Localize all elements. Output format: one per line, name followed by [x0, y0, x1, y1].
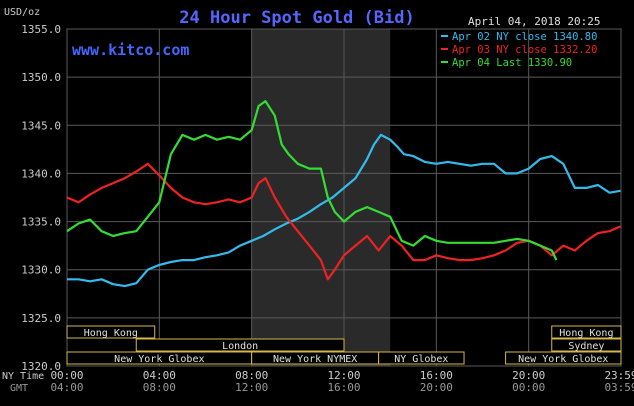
legend-entry: Apr 03 NY close 1332.20 [452, 44, 597, 56]
x-tick-label-gmt: 08:00 [143, 381, 176, 394]
y-tick-label: 1335.0 [21, 216, 61, 229]
x-tick-label-ny: 00:00 [50, 369, 83, 382]
legend-entry: Apr 04 Last 1330.90 [452, 57, 572, 69]
x-tick-label-ny: 12:00 [327, 369, 360, 382]
x-tick-label-ny: 04:00 [143, 369, 176, 382]
website-label: www.kitco.com [72, 41, 189, 59]
series-line [66, 100, 558, 261]
session-label: Hong Kong [559, 328, 613, 339]
x-tick-label-gmt: 20:00 [420, 381, 453, 394]
session-label: New York Globex [114, 354, 204, 365]
session-box [551, 325, 622, 339]
y-tick-label: 1350.0 [21, 71, 61, 84]
session-box [505, 351, 622, 365]
x-tick-label-gmt: 12:00 [235, 381, 268, 394]
session-box [551, 338, 622, 352]
datetime-label: April 04, 2018 20:25 [468, 15, 600, 28]
session-box [378, 351, 465, 365]
y-tick-label: 1345.0 [21, 119, 61, 132]
y-axis-label: USD/oz [4, 7, 40, 18]
x-tick-label-gmt: 04:00 [50, 381, 83, 394]
shaded-region [251, 29, 391, 366]
x-row-label-ny: NY Time [2, 371, 44, 382]
x-tick-label-ny: 08:00 [235, 369, 268, 382]
session-label: London [222, 341, 258, 352]
session-box [135, 338, 345, 352]
x-tick-label-ny: 23:59 [604, 369, 634, 382]
y-tick-label: 1330.0 [21, 264, 61, 277]
x-tick-label-gmt: 03:59 [604, 381, 634, 394]
series-line [66, 162, 621, 281]
y-tick-label: 1355.0 [21, 23, 61, 36]
y-tick-label: 1320.0 [21, 360, 61, 373]
x-row-label-gmt: GMT [10, 383, 28, 394]
y-tick-label: 1325.0 [21, 312, 61, 325]
chart-title: 24 Hour Spot Gold (Bid) [179, 8, 414, 28]
x-tick-label-gmt: 16:00 [327, 381, 360, 394]
session-label: Hong Kong [84, 328, 138, 339]
session-label: NY Globex [394, 354, 448, 365]
series-line [67, 133, 621, 288]
x-tick-label-ny: 20:00 [512, 369, 545, 382]
session-box [66, 325, 156, 339]
session-label: New York NYMEX [273, 354, 357, 365]
session-label: New York Globex [518, 354, 608, 365]
x-tick-label-gmt: 00:00 [512, 381, 545, 394]
legend-entry: Apr 02 NY close 1340.80 [452, 31, 597, 43]
x-tick-label-ny: 16:00 [420, 369, 453, 382]
y-tick-label: 1340.0 [21, 167, 61, 180]
session-label: Sydney [568, 341, 604, 352]
